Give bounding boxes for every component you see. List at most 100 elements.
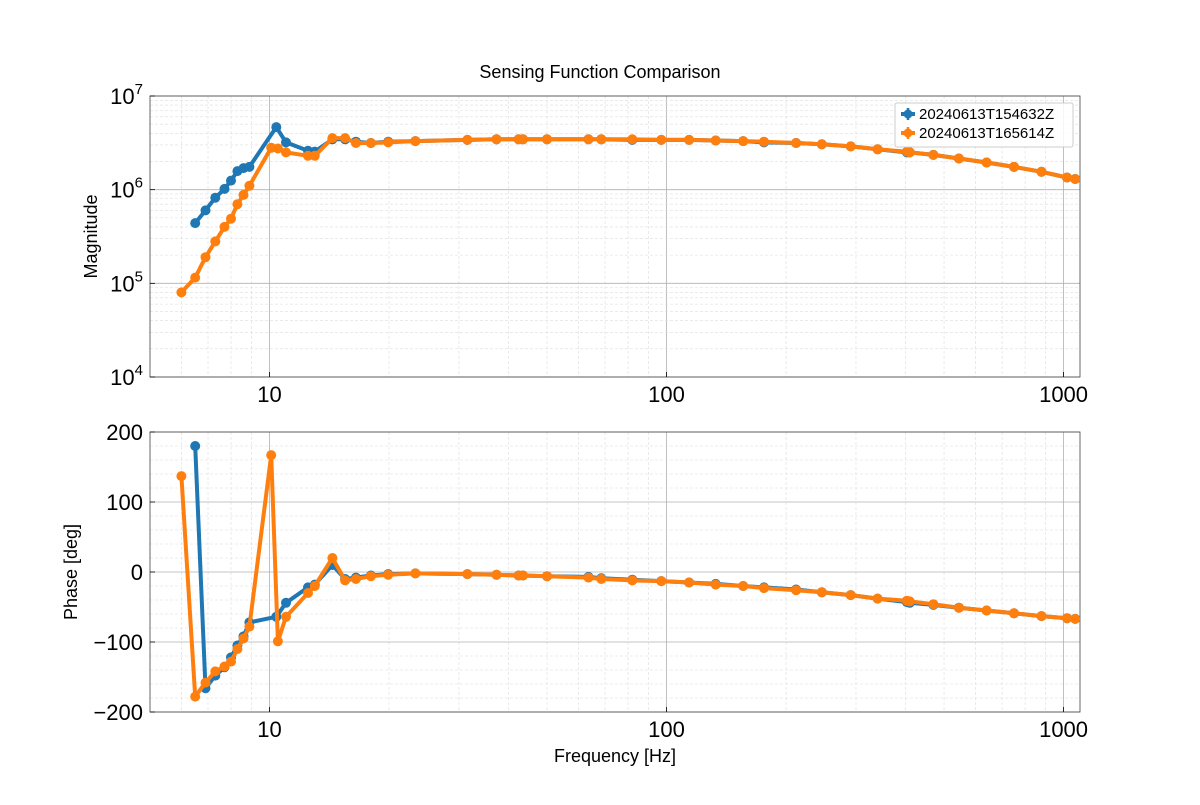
data-point [190, 441, 201, 451]
data-point [1062, 172, 1072, 183]
data-point [872, 144, 883, 155]
data-point [327, 133, 338, 144]
y-tick-label: 200 [106, 420, 143, 445]
series-1 [176, 450, 1080, 702]
data-point [791, 138, 802, 148]
data-point [210, 666, 221, 677]
phase-panel: 10 100 1000 −200 −100 0 100 200 Phase [deg] Frequ… [61, 420, 1088, 766]
series-1 [176, 133, 1080, 298]
data-point [627, 575, 638, 586]
y-tick-label: 105 [110, 268, 143, 296]
y-tick-label: 106 [110, 175, 143, 203]
data-point [383, 137, 394, 148]
data-point [710, 135, 721, 146]
data-point [627, 134, 638, 145]
data-point [491, 134, 502, 145]
data-point [656, 134, 667, 145]
x-tick-label: 1000 [1039, 717, 1088, 742]
legend-label: 20240613T154632Z [919, 106, 1054, 123]
data-point [759, 583, 769, 594]
data-point [410, 136, 421, 147]
data-point [518, 570, 528, 581]
data-point [365, 571, 376, 582]
data-point [816, 139, 827, 150]
data-point [953, 153, 964, 164]
y-axis-label: Phase [deg] [61, 524, 81, 620]
data-point [244, 161, 255, 172]
data-point [845, 590, 856, 601]
data-point [1036, 611, 1047, 622]
x-axis-label: Frequency [Hz] [554, 746, 676, 766]
data-point [1009, 161, 1019, 172]
plot-frame [149, 95, 1081, 378]
data-point [303, 588, 313, 598]
data-point [738, 136, 749, 147]
data-point [190, 218, 201, 229]
data-point [791, 585, 802, 596]
data-point [219, 221, 230, 232]
data-point [281, 147, 291, 158]
data-point [738, 581, 749, 591]
data-point [1070, 613, 1080, 624]
data-point [596, 134, 607, 145]
data-point [953, 602, 964, 613]
data-point [266, 450, 277, 461]
data-point [542, 134, 552, 145]
data-point [232, 199, 243, 210]
data-point [904, 596, 915, 607]
data-point [365, 138, 376, 148]
data-point [200, 677, 211, 688]
data-point [518, 134, 528, 145]
y-tick-label: 100 [106, 490, 143, 515]
data-point [583, 572, 594, 583]
data-point [244, 180, 255, 191]
y-tick-label: 104 [110, 362, 143, 390]
data-point [219, 183, 230, 194]
legend-swatch-marker [903, 128, 913, 138]
data-point [684, 577, 695, 588]
magnitude-panel: 10 100 1000 104 105 106 107 Magnitude 20240613T1… [81, 81, 1088, 407]
chart-title: Sensing Function Comparison [479, 62, 720, 82]
data-point [542, 571, 552, 582]
data-point [281, 611, 291, 622]
data-point [981, 157, 992, 168]
data-point [271, 122, 282, 133]
data-point [491, 569, 502, 580]
data-point [309, 581, 320, 591]
data-point [226, 213, 236, 224]
data-point [1036, 166, 1047, 177]
data-point [232, 644, 243, 654]
data-point [281, 597, 291, 608]
x-tick-label: 10 [257, 382, 281, 407]
data-point [981, 605, 992, 616]
y-tick-label: 0 [131, 560, 143, 585]
data-point [327, 553, 338, 563]
x-tick-label: 1000 [1039, 382, 1088, 407]
legend-swatch-marker [903, 109, 913, 119]
data-point [1009, 608, 1019, 619]
data-point [816, 587, 827, 598]
data-point [200, 205, 211, 216]
data-point [244, 621, 255, 632]
data-point [238, 189, 249, 200]
data-point [238, 633, 249, 644]
data-point [583, 134, 594, 145]
legend-box [894, 102, 1074, 148]
legend-label: 20240613T165614Z [919, 125, 1054, 142]
data-point [281, 137, 291, 148]
data-point [200, 252, 211, 263]
series-line [179, 453, 1078, 699]
data-point [684, 134, 695, 145]
y-tick-label: −200 [93, 700, 143, 725]
data-point [904, 147, 915, 158]
data-point [350, 138, 361, 148]
legend: 20240613T154632Z 20240613T165614Z [894, 102, 1074, 148]
data-point [759, 136, 769, 147]
data-point [1070, 174, 1080, 184]
data-point [928, 599, 939, 610]
data-point [226, 656, 236, 667]
data-point [272, 143, 283, 154]
data-point [176, 287, 187, 298]
